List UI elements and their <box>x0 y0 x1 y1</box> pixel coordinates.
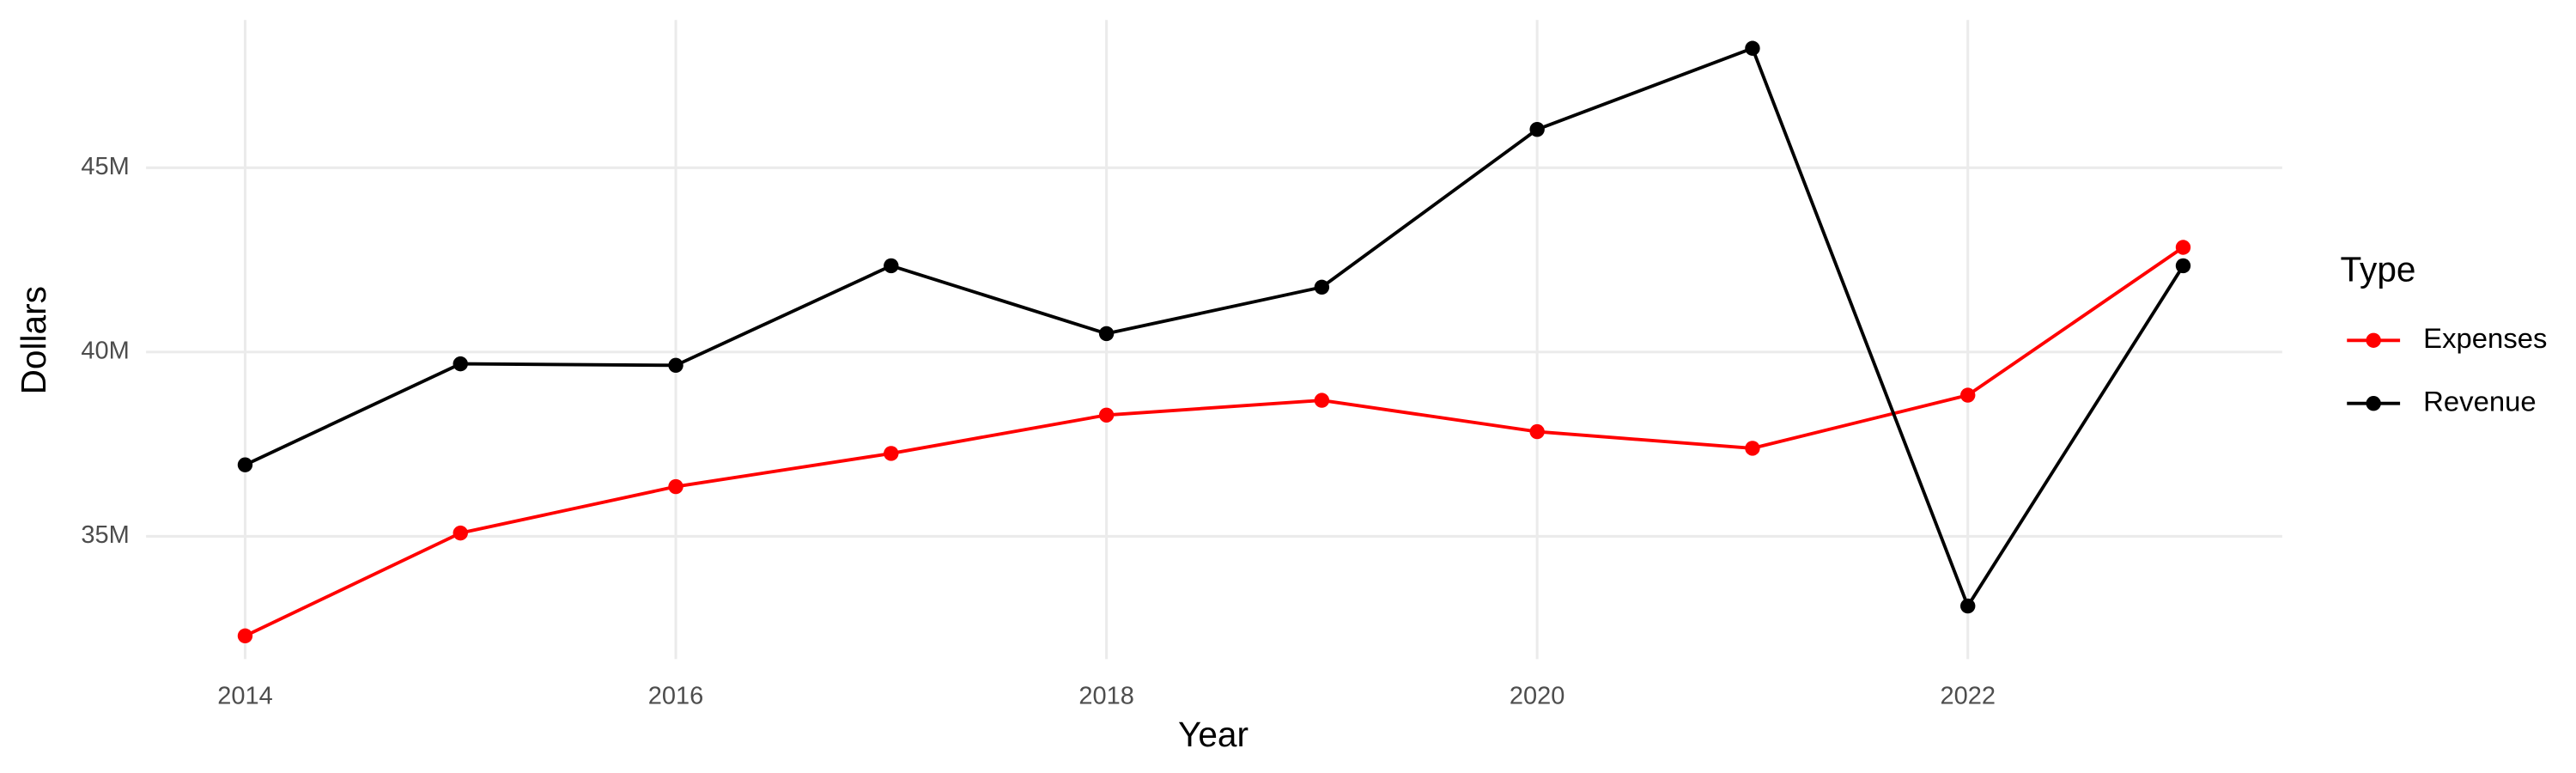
data-point <box>237 628 253 644</box>
x-tick-label: 2016 <box>648 683 703 710</box>
data-point <box>2175 258 2191 274</box>
data-point <box>1529 121 1545 137</box>
x-tick-label: 2022 <box>1940 683 1995 710</box>
data-point <box>1098 326 1115 342</box>
series-line <box>244 246 2184 638</box>
legend-label: Revenue <box>2423 385 2537 417</box>
data-point <box>668 357 683 374</box>
data-point <box>2175 240 2191 255</box>
data-point <box>1960 598 1976 614</box>
legend-title: Type <box>2341 250 2416 289</box>
data-point <box>884 446 899 461</box>
x-tick-label: 2020 <box>1510 683 1564 710</box>
series-line <box>244 46 2185 610</box>
y-axis-title: Dollars <box>14 286 53 394</box>
data-point <box>1098 407 1115 423</box>
data-point <box>1314 279 1330 295</box>
legend-label: Expenses <box>2423 322 2547 354</box>
legend-marker <box>2366 396 2381 411</box>
x-tick-label: 2014 <box>217 683 272 710</box>
data-point <box>1529 423 1545 440</box>
x-axis-title: Year <box>1178 715 1249 754</box>
y-tick-label: 45M <box>81 153 129 180</box>
data-point <box>1745 441 1760 456</box>
y-tick-label: 35M <box>81 521 129 549</box>
data-point <box>237 457 253 472</box>
data-point <box>668 478 683 495</box>
legend-marker <box>2366 332 2381 348</box>
data-point <box>1960 387 1976 403</box>
data-point <box>1314 393 1330 408</box>
data-point <box>453 525 468 541</box>
data-point <box>453 356 468 372</box>
data-point <box>1745 40 1760 56</box>
data-point <box>884 258 899 274</box>
x-tick-label: 2018 <box>1078 683 1133 710</box>
y-tick-label: 40M <box>81 338 129 365</box>
